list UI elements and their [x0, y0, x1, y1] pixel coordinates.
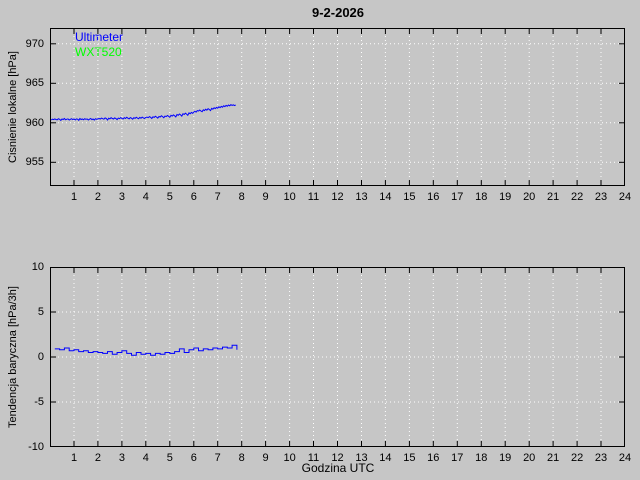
- axes-box: [50, 267, 625, 447]
- axes-box: [50, 28, 625, 186]
- x-tick-label: 2: [94, 191, 101, 203]
- x-tick-label: 19: [499, 452, 512, 464]
- tendency-plot-area: [50, 267, 625, 447]
- x-tick-label: 14: [379, 191, 392, 203]
- ultimeter-series-line: [50, 103, 236, 122]
- y-tick-label: 965: [25, 77, 44, 90]
- y-tick-label: 955: [25, 156, 44, 169]
- ultimeter-series-line: [54, 344, 238, 356]
- x-tick-label: 19: [499, 191, 512, 203]
- x-tick-label: 24: [618, 191, 632, 203]
- y-tick-label: 960: [25, 116, 44, 129]
- y-tick-label: 5: [37, 306, 44, 318]
- x-tick-label: 11: [307, 191, 320, 203]
- x-tick-label: 23: [594, 452, 608, 464]
- x-tick-label: 18: [475, 452, 488, 464]
- x-tick-label: 17: [451, 191, 464, 203]
- legend-entry-ultimeter: Ultimeter: [75, 30, 124, 44]
- x-tick-label: 8: [238, 452, 245, 464]
- x-tick-label: 21: [546, 191, 560, 203]
- x-tick-label: 7: [214, 452, 221, 464]
- y-tick-label: 10: [31, 261, 44, 273]
- x-tick-label: 24: [618, 452, 632, 464]
- x-tick-label: 20: [523, 191, 536, 203]
- x-tick-label: 1: [70, 452, 78, 464]
- x-tick-label: 20: [523, 452, 536, 464]
- x-tick-label: 11: [307, 452, 320, 464]
- x-tick-label: 23: [594, 191, 608, 203]
- x-tick-label: 15: [403, 452, 416, 464]
- x-tick-label: 9: [262, 191, 269, 203]
- x-tick-label: 8: [238, 191, 245, 203]
- x-tick-label: 1: [70, 191, 78, 203]
- x-tick-label: 10: [283, 191, 296, 203]
- y-tick-label: -10: [28, 441, 44, 453]
- x-tick-label: 12: [331, 452, 344, 464]
- x-tick-label: 5: [166, 452, 173, 464]
- x-tick-label: 13: [355, 452, 368, 464]
- x-tick-label: 12: [331, 191, 344, 203]
- x-tick-label: 5: [166, 191, 173, 203]
- x-tick-label: 6: [190, 191, 197, 203]
- x-tick-label: 6: [190, 452, 197, 464]
- y-tick-label: 970: [25, 37, 44, 50]
- x-tick-label: 4: [142, 191, 149, 203]
- x-tick-label: 3: [118, 452, 125, 464]
- x-tick-label: 3: [118, 191, 125, 203]
- chart-title: 9-2-2026: [311, 5, 365, 20]
- x-tick-label: 7: [214, 191, 221, 203]
- x-tick-label: 10: [283, 452, 296, 464]
- pressure-plot-area: [50, 28, 625, 186]
- x-tick-label: 16: [427, 191, 440, 203]
- x-tick-label: 17: [451, 452, 464, 464]
- top-y-axis-label: Cisnienie lokalne [hPa]: [7, 51, 19, 163]
- y-tick-label: -5: [34, 396, 44, 408]
- x-tick-label: 15: [403, 191, 416, 203]
- x-tick-label: 4: [142, 452, 149, 464]
- x-tick-label: 21: [546, 452, 560, 464]
- x-tick-label: 9: [262, 452, 269, 464]
- x-tick-label: 18: [475, 191, 488, 203]
- x-tick-label: 14: [379, 452, 392, 464]
- x-tick-label: 22: [570, 191, 584, 203]
- y-tick-label: 0: [37, 351, 44, 363]
- x-axis-label: Godzina UTC: [301, 461, 375, 475]
- x-tick-label: 16: [427, 452, 440, 464]
- x-tick-label: 13: [355, 191, 368, 203]
- x-tick-label: 2: [94, 452, 101, 464]
- x-tick-label: 22: [570, 452, 584, 464]
